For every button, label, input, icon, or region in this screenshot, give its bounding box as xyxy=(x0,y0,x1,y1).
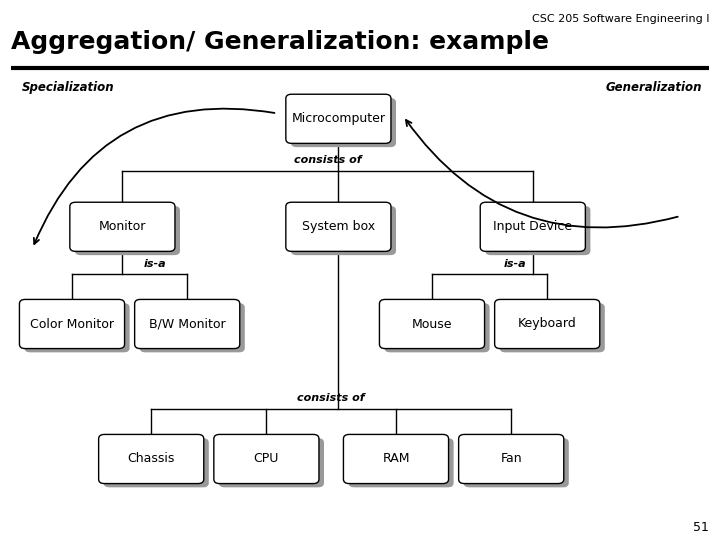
Text: System box: System box xyxy=(302,220,375,233)
Text: Aggregation/ Generalization: example: Aggregation/ Generalization: example xyxy=(11,30,549,53)
FancyBboxPatch shape xyxy=(135,299,240,349)
FancyBboxPatch shape xyxy=(348,438,454,488)
FancyBboxPatch shape xyxy=(459,434,564,484)
FancyBboxPatch shape xyxy=(286,94,391,143)
FancyBboxPatch shape xyxy=(19,299,125,349)
FancyBboxPatch shape xyxy=(75,206,180,255)
Text: Microcomputer: Microcomputer xyxy=(292,112,385,125)
Text: Mouse: Mouse xyxy=(412,318,452,330)
FancyBboxPatch shape xyxy=(214,434,319,484)
FancyBboxPatch shape xyxy=(291,206,396,255)
Text: B/W Monitor: B/W Monitor xyxy=(149,318,225,330)
Text: Keyboard: Keyboard xyxy=(518,318,577,330)
FancyBboxPatch shape xyxy=(495,299,600,349)
Text: 51: 51 xyxy=(693,521,709,534)
Text: Color Monitor: Color Monitor xyxy=(30,318,114,330)
FancyBboxPatch shape xyxy=(379,299,485,349)
FancyBboxPatch shape xyxy=(70,202,175,252)
Text: consists of: consists of xyxy=(294,155,361,165)
FancyBboxPatch shape xyxy=(99,434,204,484)
Text: Monitor: Monitor xyxy=(99,220,146,233)
Text: is-a: is-a xyxy=(504,259,526,269)
FancyBboxPatch shape xyxy=(485,206,590,255)
Text: Generalization: Generalization xyxy=(606,82,702,94)
FancyBboxPatch shape xyxy=(24,303,130,352)
FancyBboxPatch shape xyxy=(286,202,391,252)
FancyBboxPatch shape xyxy=(480,202,585,252)
Text: RAM: RAM xyxy=(382,453,410,465)
FancyBboxPatch shape xyxy=(384,303,490,352)
Text: Chassis: Chassis xyxy=(127,453,175,465)
Text: CSC 205 Software Engineering I: CSC 205 Software Engineering I xyxy=(531,14,709,24)
Text: Specialization: Specialization xyxy=(22,82,114,94)
Text: consists of: consists of xyxy=(297,393,365,403)
Text: is-a: is-a xyxy=(144,259,166,269)
FancyBboxPatch shape xyxy=(464,438,569,488)
FancyBboxPatch shape xyxy=(140,303,245,352)
FancyBboxPatch shape xyxy=(104,438,209,488)
FancyBboxPatch shape xyxy=(343,434,449,484)
Text: CPU: CPU xyxy=(253,453,279,465)
FancyBboxPatch shape xyxy=(291,98,396,147)
FancyBboxPatch shape xyxy=(500,303,605,352)
Text: Input Device: Input Device xyxy=(493,220,572,233)
Text: Fan: Fan xyxy=(500,453,522,465)
FancyBboxPatch shape xyxy=(219,438,324,488)
